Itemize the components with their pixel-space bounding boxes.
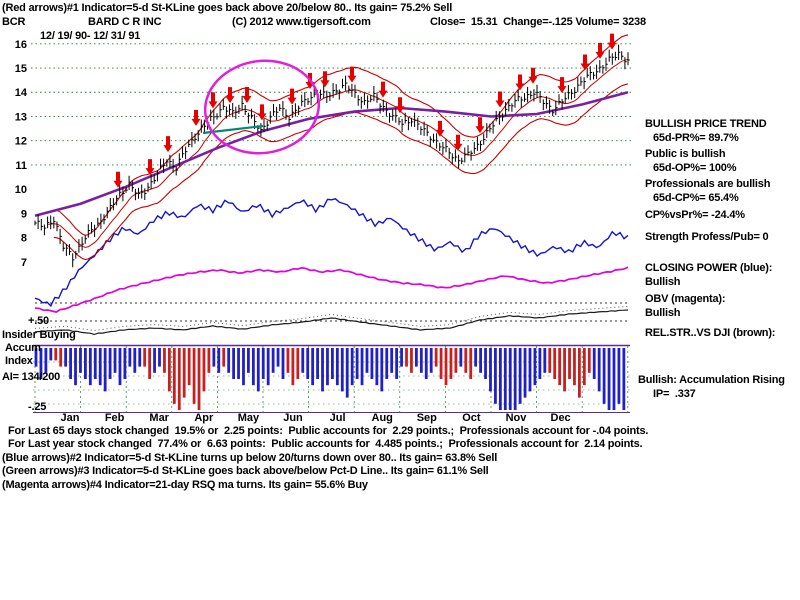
strength-ratio: Strength Profess/Pub= 0 [645, 231, 769, 243]
ticker-symbol: BCR [2, 16, 26, 28]
green-arrows-signal-line: (Green arrows)#3 Indicator=5-d St-KLine … [2, 465, 489, 477]
red-arrows-signal-line: (Red arrows)#1 Indicator=5-d St-KLine go… [2, 2, 453, 14]
y-axis-price-label: 15 [15, 63, 27, 75]
accumulation-status: Bullish: Accumulation Rising [638, 374, 785, 386]
scale-minus-label: -.25 [28, 401, 47, 413]
price-ohlc-bars [34, 44, 630, 268]
magenta-arrows-signal-line: (Magenta arrows)#4 Indicator=21-day RSQ … [2, 479, 368, 491]
x-axis-month-label: Feb [105, 412, 125, 424]
public-sentiment: Public is bullish [645, 148, 726, 160]
red-sell-arrow-icon [595, 42, 605, 59]
closing-power-line [34, 198, 629, 308]
x-axis-month-label: Jan [61, 412, 80, 424]
red-sell-arrow-icon [347, 66, 357, 83]
red-sell-arrow-icon [378, 81, 388, 98]
red-sell-arrow-icon [191, 109, 201, 126]
cp-vs-pr-value: CP%vsPr%= -24.4% [645, 209, 745, 221]
company-name: BARD C R INC [88, 16, 162, 28]
closing-power-status: Bullish [645, 276, 681, 288]
red-sell-arrow-icon [287, 88, 297, 105]
relstr-label: REL.STR..VS DJI (brown): [645, 327, 776, 339]
insider-buying-label: Insider Buying [2, 329, 76, 341]
long-ma-purple [34, 90, 629, 218]
red-sell-arrow-icon [435, 120, 445, 137]
red-sell-arrow-icon [242, 87, 252, 104]
red-sell-arrow-icon [225, 87, 235, 104]
cp-percent-value: 65d-CP%= 65.4% [653, 192, 739, 204]
y-axis-price-label: 10 [15, 184, 27, 196]
x-axis-month-label: May [238, 412, 260, 424]
y-axis-price-label: 14 [15, 87, 28, 99]
op-percent-value: 65d-OP%= 100% [653, 162, 737, 174]
y-axis-price-label: 11 [15, 160, 27, 172]
red-sell-arrow-icon [320, 71, 330, 88]
date-range: 12/ 19/ 90- 12/ 31/ 91 [40, 30, 141, 42]
y-axis-price-label: 9 [21, 208, 27, 220]
x-axis-month-label: Apr [194, 412, 214, 424]
x-axis-month-label: Oct [462, 412, 481, 424]
x-axis-month-label: Sep [417, 412, 437, 424]
upper-trading-band [53, 34, 629, 236]
red-sell-arrow-icon [395, 97, 405, 114]
obv-status: Bullish [645, 307, 681, 319]
accum-label: Accum [5, 342, 41, 354]
price-ma-red [47, 58, 629, 248]
red-sell-arrow-icon [453, 134, 463, 151]
y-axis-price-label: 12 [15, 136, 27, 148]
red-sell-arrow-icon [208, 92, 218, 109]
lower-trading-band [53, 83, 629, 261]
x-axis-month-label: Aug [372, 412, 393, 424]
scale-plus-label: +.50 [28, 315, 49, 327]
red-sell-arrow-icon [495, 91, 505, 108]
x-axis-month-label: Jul [330, 412, 346, 424]
ai-value-label: AI= 134/200 [2, 371, 61, 383]
red-sell-arrow-icon [145, 159, 155, 176]
x-axis-month-label: Dec [551, 412, 571, 424]
pr-percent-value: 65d-PR%= 89.7% [653, 132, 739, 144]
red-sell-arrow-icon [475, 117, 485, 134]
y-axis-price-label: 16 [15, 39, 27, 51]
ip-value: IP= .337 [653, 388, 696, 400]
quote-line: Close= 15.31 Change=-.125 Volume= 3238 [430, 16, 646, 28]
stats-65day-line: For Last 65 days stock changed 19.5% or … [8, 425, 649, 437]
red-sell-arrow-icon [113, 171, 123, 188]
red-sell-arrow-icon [257, 104, 267, 121]
red-sell-arrow-icon [163, 136, 173, 153]
red-sell-arrow-icon [607, 33, 617, 50]
x-axis-month-label: Jun [283, 412, 303, 424]
y-axis-price-label: 7 [21, 257, 27, 269]
relstr-line [34, 309, 629, 336]
red-sell-arrow-icon [580, 54, 590, 71]
red-sell-arrow-icon [528, 67, 538, 84]
professionals-sentiment: Professionals are bullish [645, 178, 771, 190]
y-axis-price-label: 13 [15, 111, 27, 123]
blue-arrows-signal-line: (Blue arrows)#2 Indicator=5-d St-KLine t… [2, 452, 498, 464]
closing-power-label: CLOSING POWER (blue): [645, 262, 773, 274]
price-trend-status: BULLISH PRICE TREND [645, 118, 767, 130]
x-axis-month-label: Nov [506, 412, 528, 424]
obv-label: OBV (magenta): [645, 293, 726, 305]
highlight-ellipse-annotation [203, 59, 321, 155]
obv-line [34, 266, 629, 314]
x-axis-month-label: Mar [149, 412, 169, 424]
y-axis-price-label: 8 [21, 233, 27, 245]
index-label: Index [5, 355, 33, 367]
stats-year-line: For Last year stock changed 77.4% or 6.6… [8, 438, 643, 450]
red-sell-arrow-icon [515, 74, 525, 91]
copyright-text: (C) 2012 www.tigersoft.com [232, 16, 371, 28]
red-sell-arrow-icon [557, 77, 567, 94]
